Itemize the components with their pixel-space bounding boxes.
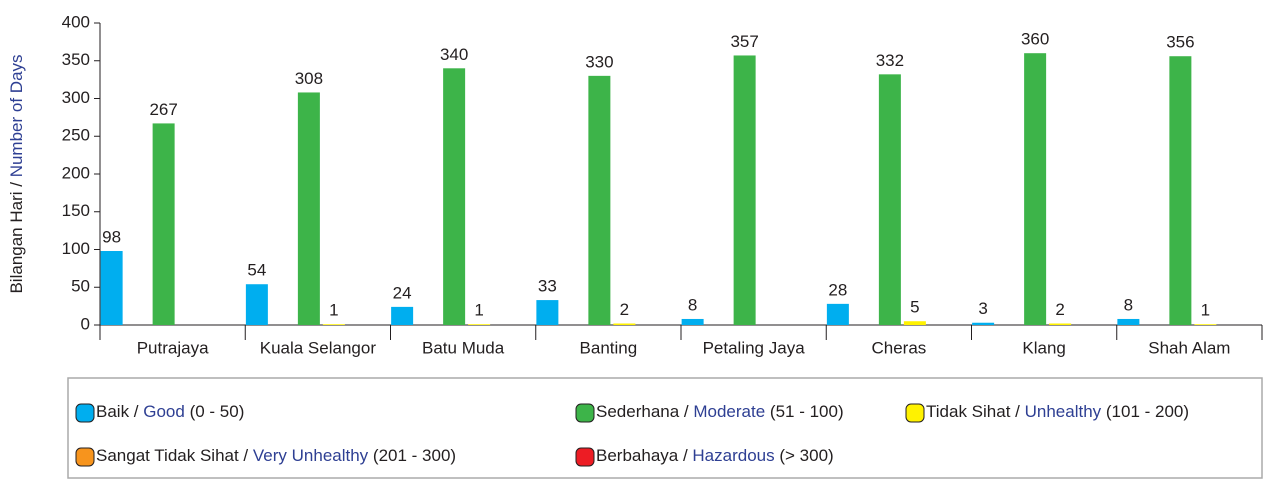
legend-swatch bbox=[905, 403, 925, 423]
x-tick-label: Kuala Selangor bbox=[260, 338, 377, 357]
y-tick-label: 250 bbox=[62, 126, 90, 145]
data-label: 1 bbox=[329, 301, 338, 320]
bar bbox=[972, 322, 995, 325]
y-tick-label: 50 bbox=[71, 277, 90, 296]
data-label: 2 bbox=[620, 300, 629, 319]
bar bbox=[468, 324, 491, 325]
bar bbox=[100, 251, 123, 325]
bar bbox=[733, 55, 756, 326]
bar bbox=[1169, 56, 1192, 325]
legend-box bbox=[67, 377, 1263, 479]
y-tick-label: 150 bbox=[62, 201, 90, 220]
data-label: 332 bbox=[876, 51, 904, 70]
data-label: 267 bbox=[149, 100, 177, 119]
data-label: 28 bbox=[828, 280, 847, 299]
bar bbox=[391, 306, 414, 325]
legend-label: Tidak Sihat / Unhealthy (101 - 200) bbox=[926, 402, 1189, 421]
data-label: 24 bbox=[393, 283, 412, 302]
bar bbox=[613, 323, 636, 325]
data-label: 33 bbox=[538, 277, 557, 296]
legend-label: Baik / Good (0 - 50) bbox=[96, 402, 244, 421]
data-label: 1 bbox=[1201, 301, 1210, 320]
legend-label: Sederhana / Moderate (51 - 100) bbox=[596, 402, 844, 421]
bar bbox=[536, 300, 559, 325]
data-label: 1 bbox=[474, 301, 483, 320]
legend-swatch bbox=[575, 403, 595, 423]
y-tick-label: 200 bbox=[62, 163, 90, 182]
y-tick-label: 350 bbox=[62, 50, 90, 69]
y-tick-label: 400 bbox=[62, 12, 90, 31]
bar bbox=[245, 284, 268, 325]
x-tick-label: Klang bbox=[1022, 338, 1065, 357]
bar bbox=[1117, 318, 1140, 325]
bar bbox=[443, 68, 466, 326]
legend-swatch bbox=[575, 447, 595, 467]
y-tick-label: 300 bbox=[62, 88, 90, 107]
bar bbox=[826, 303, 849, 325]
x-tick-label: Shah Alam bbox=[1148, 338, 1230, 357]
data-label: 308 bbox=[295, 69, 323, 88]
x-tick-label: Batu Muda bbox=[422, 338, 505, 357]
data-label: 330 bbox=[585, 52, 613, 71]
bar bbox=[1049, 323, 1072, 325]
bar bbox=[903, 321, 926, 325]
bar bbox=[878, 74, 901, 325]
bar bbox=[588, 75, 611, 325]
y-tick-label: 0 bbox=[81, 314, 90, 333]
x-tick-label: Putrajaya bbox=[137, 338, 209, 357]
y-axis-label: Bilangan Hari / Number of Days bbox=[7, 54, 26, 293]
data-label: 98 bbox=[102, 227, 121, 246]
x-tick-label: Banting bbox=[580, 338, 638, 357]
legend-label: Sangat Tidak Sihat / Very Unhealthy (201… bbox=[96, 446, 456, 465]
y-tick-label: 100 bbox=[62, 239, 90, 258]
data-label: 8 bbox=[1124, 295, 1133, 314]
legend-swatch bbox=[75, 403, 95, 423]
data-label: 2 bbox=[1055, 300, 1064, 319]
bar bbox=[152, 123, 175, 325]
data-label: 5 bbox=[910, 298, 919, 317]
x-tick-label: Cheras bbox=[871, 338, 926, 357]
data-label: 3 bbox=[978, 299, 987, 318]
bar bbox=[297, 92, 320, 326]
bar bbox=[1194, 324, 1217, 325]
data-label: 54 bbox=[247, 261, 266, 280]
bar bbox=[322, 324, 345, 325]
data-label: 360 bbox=[1021, 30, 1049, 49]
data-label: 340 bbox=[440, 45, 468, 64]
legend-swatch bbox=[75, 447, 95, 467]
bar bbox=[1024, 53, 1047, 325]
data-label: 356 bbox=[1166, 33, 1194, 52]
data-label: 357 bbox=[730, 32, 758, 51]
data-label: 8 bbox=[688, 295, 697, 314]
legend-label: Berbahaya / Hazardous (> 300) bbox=[596, 446, 834, 465]
x-tick-label: Petaling Jaya bbox=[703, 338, 806, 357]
bar bbox=[681, 318, 704, 325]
